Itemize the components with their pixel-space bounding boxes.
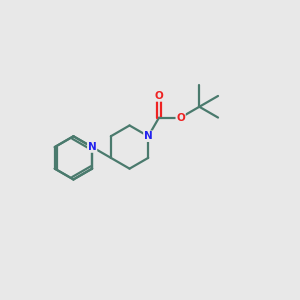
Text: O: O (176, 112, 185, 123)
Text: O: O (155, 91, 164, 101)
Text: N: N (88, 142, 97, 152)
Text: N: N (144, 131, 153, 141)
